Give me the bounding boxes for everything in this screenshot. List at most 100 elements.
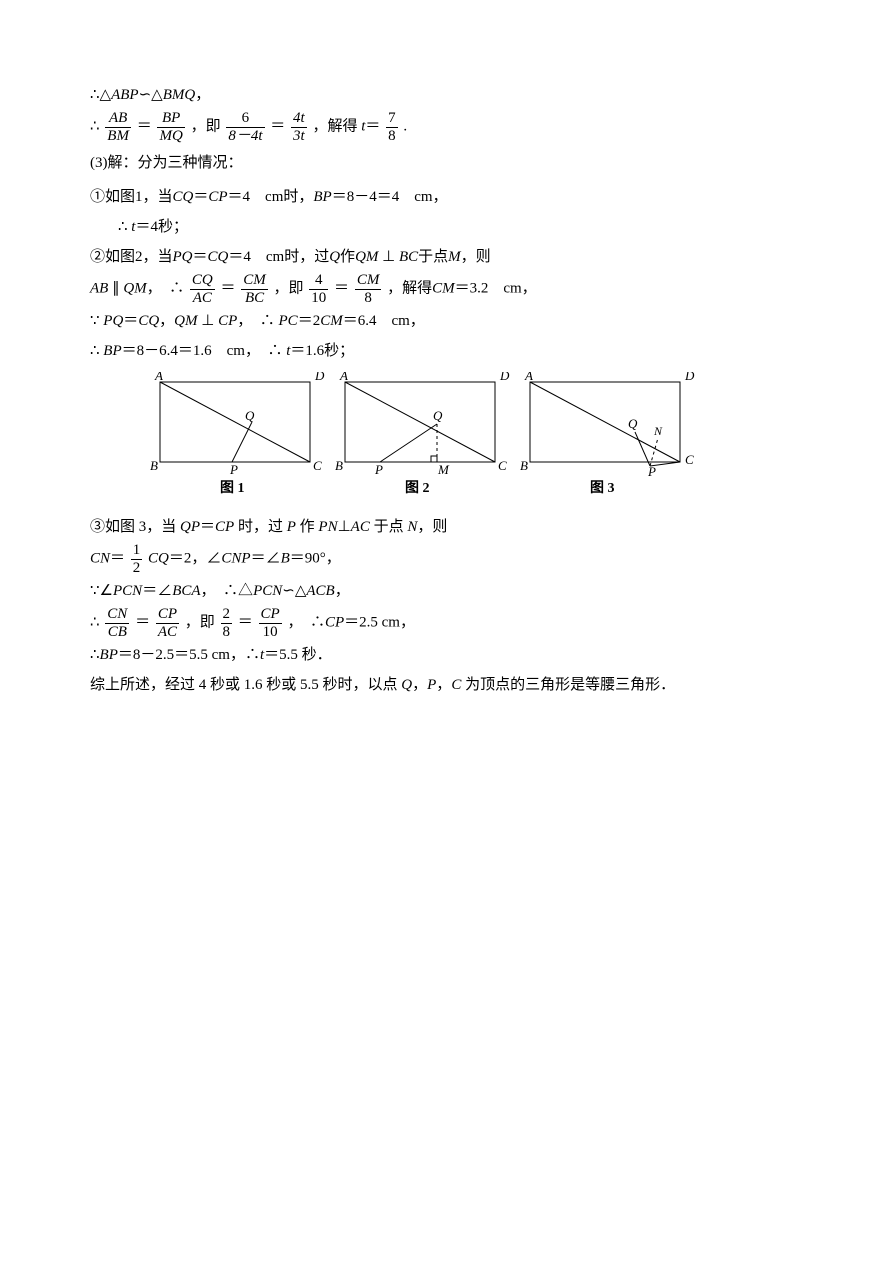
text: 作 [340, 249, 355, 265]
text: ＝8－6.4＝1.6 cm， ∴ [122, 343, 287, 359]
text: ＝4 cm时，过 [228, 249, 329, 265]
text: ＝4 cm时， [228, 189, 314, 205]
text: 作 [296, 519, 319, 535]
frac-4-10: 410 [309, 272, 328, 306]
text: ＝1.6秒； [290, 343, 354, 359]
text: ， [159, 313, 174, 329]
frac-bp-mq: BPMQ [157, 110, 184, 144]
seg-cq: CQ [148, 550, 169, 566]
line-part3-intro: (3)解：分为三种情况： [90, 148, 802, 178]
text: ∴ [118, 219, 131, 235]
point-n: N [407, 519, 417, 535]
text: ＝4秒； [135, 219, 188, 235]
caption-2: 图 2 [405, 480, 430, 496]
line-case3-d: ∴ CNCB ＝ CPAC ，即 28 ＝ CP10 ， ∴CP＝2.5 cm， [90, 606, 802, 640]
num: CN [105, 606, 129, 624]
seg-cm: CM [320, 313, 343, 329]
text: ，即 [191, 118, 221, 134]
seg-cm: CM [432, 280, 455, 296]
point-c: C [451, 677, 461, 693]
figures-row: A D B C Q P 图 1 A D B C Q P M 图 2 [150, 372, 802, 508]
text: ＝3.2 cm， [455, 280, 537, 296]
num: CM [241, 272, 268, 290]
label-b: B [150, 458, 158, 473]
den: 8 [386, 128, 398, 145]
text: 为顶点的三角形是等腰三角形． [461, 677, 675, 693]
den: 8－4t [226, 128, 264, 145]
text: ∴ [90, 343, 103, 359]
perp: ⊥ [338, 519, 351, 535]
seg-cq: CQ [138, 313, 159, 329]
text: ∴ [90, 647, 100, 663]
text: ＝∠ [142, 583, 172, 599]
label-p: P [229, 462, 238, 477]
num: 6 [226, 110, 264, 128]
text: ，则 [461, 249, 491, 265]
text: ①如图1，当 [90, 189, 173, 205]
den: MQ [157, 128, 184, 145]
num: 4 [309, 272, 328, 290]
text: ， ∴△ [201, 583, 254, 599]
point-p: P [287, 519, 296, 535]
text: ∴△ [90, 87, 111, 103]
label-q: Q [245, 408, 255, 423]
line-ratio-solve-t: ∴ ABBM ＝ BPMQ ，即 68－4t ＝ 4t3t ，解得 t＝ 78 … [90, 110, 802, 144]
num: 7 [386, 110, 398, 128]
line-conclusion: 综上所述，经过 4 秒或 1.6 秒或 5.5 秒时，以点 Q，P，C 为顶点的… [90, 670, 802, 700]
text: ＝90°， [290, 550, 341, 566]
line-case2-d: ∴ BP＝8－6.4＝1.6 cm， ∴ t＝1.6秒； [90, 336, 802, 366]
text: ， [195, 87, 210, 103]
den: 10 [309, 290, 328, 307]
equals: ＝ [193, 249, 208, 265]
text: ∵ [90, 313, 103, 329]
parallel: ∥ [108, 280, 123, 296]
line-case3-a: ③如图 3，当 QP＝CP 时，过 P 作 PN⊥AC 于点 N，则 [90, 512, 802, 542]
equals: ＝ [270, 118, 285, 134]
label-a: A [154, 372, 163, 383]
den: 10 [259, 624, 282, 641]
seg-cq: CQ [173, 189, 194, 205]
frac-cn-cb: CNCB [105, 606, 129, 640]
seg-cp: CP [218, 313, 237, 329]
seg-ac: AC [351, 519, 370, 535]
point-q: Q [401, 677, 412, 693]
text: 于点 [370, 519, 408, 535]
perp: ⊥ [378, 249, 399, 265]
seg-cq: CQ [208, 249, 229, 265]
equals: ＝ [193, 189, 208, 205]
label-p: P [374, 462, 383, 477]
seg-cn: CN [90, 550, 110, 566]
equals: ＝ [135, 614, 150, 630]
label-c: C [685, 452, 694, 467]
text: ＝2，∠ [169, 550, 222, 566]
text: ， ∴ [237, 313, 278, 329]
tri-bmq: BMQ [163, 87, 196, 103]
den: CB [105, 624, 129, 641]
seg-bp: BP [100, 647, 118, 663]
seg-pc: PC [279, 313, 298, 329]
equals: ＝ [123, 313, 138, 329]
num: CQ [190, 272, 215, 290]
caption-1: 图 1 [220, 480, 245, 496]
frac-2-8: 28 [221, 606, 233, 640]
label-b: B [520, 458, 528, 473]
label-a: A [524, 372, 533, 383]
seg-bp: BP [103, 343, 121, 359]
angle-bca: BCA [172, 583, 200, 599]
tri-acb: ACB [306, 583, 334, 599]
label-m: M [437, 462, 450, 477]
line-case1: ①如图1，当CQ＝CP＝4 cm时，BP＝8－4＝4 cm， [90, 182, 802, 212]
text: ，即 [185, 614, 215, 630]
seg-pq: PQ [173, 249, 193, 265]
equals: ＝ [365, 118, 380, 134]
label-p: P [647, 464, 656, 479]
num: AB [105, 110, 131, 128]
label-a: A [339, 372, 348, 383]
line-similar-triangles: ∴△ABP∽△BMQ， [90, 80, 802, 110]
text: ，即 [274, 280, 304, 296]
num: CM [355, 272, 382, 290]
figure-2: A D B C Q P M 图 2 [335, 372, 510, 496]
text: ＝2 [298, 313, 321, 329]
perp: ⊥ [198, 313, 219, 329]
text: ＝8－4＝4 cm， [332, 189, 448, 205]
